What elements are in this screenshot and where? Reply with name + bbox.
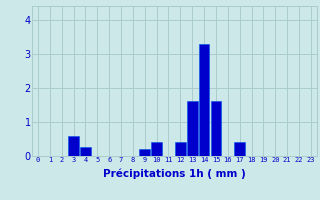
Bar: [175, 142, 186, 156]
X-axis label: Précipitations 1h ( mm ): Précipitations 1h ( mm ): [103, 169, 246, 179]
Bar: [68, 136, 79, 156]
Bar: [80, 147, 91, 156]
Bar: [211, 101, 221, 156]
Bar: [187, 101, 197, 156]
Bar: [234, 142, 245, 156]
Bar: [151, 142, 162, 156]
Bar: [140, 148, 150, 156]
Bar: [199, 44, 209, 156]
